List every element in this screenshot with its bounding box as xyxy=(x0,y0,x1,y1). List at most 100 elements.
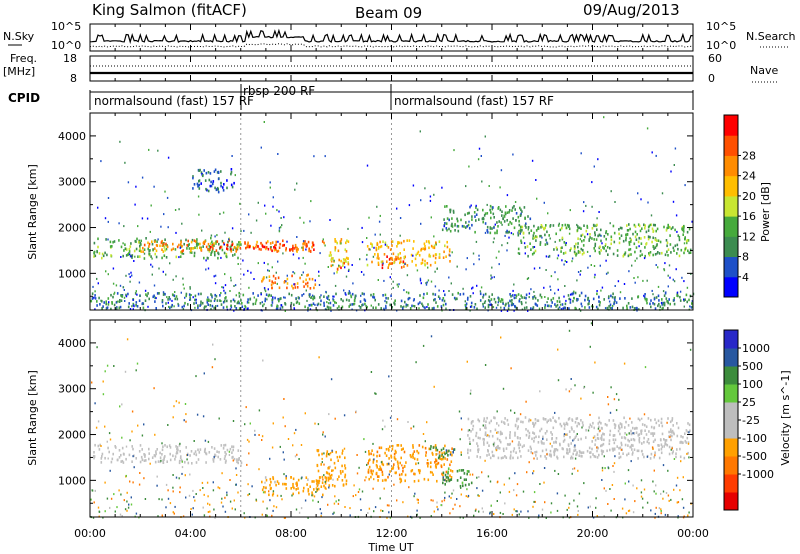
freq-label: Freq. xyxy=(10,52,37,65)
time-axis-tick-label: 00:00 xyxy=(677,527,709,540)
freq-tick-bottom: 8 xyxy=(70,72,77,85)
colorbar-swatch xyxy=(724,420,738,439)
colorbar-swatch xyxy=(724,330,738,349)
velocity-region-6 xyxy=(467,416,691,460)
colorbar-swatch xyxy=(724,276,738,298)
beam-title: Beam 09 xyxy=(355,4,422,22)
power-colorbar: 4 8 12 16 20 24 28 xyxy=(723,114,756,298)
colorbar-tick-label: -25 xyxy=(742,414,760,427)
power-region-4 xyxy=(336,261,345,271)
nave-label: Nave xyxy=(750,64,778,77)
velocity-colorbar-label: Velocity [m s^-1] xyxy=(779,370,792,465)
colorbar-swatch xyxy=(724,456,738,475)
power-region-5 xyxy=(261,273,317,290)
colorbar-swatch xyxy=(724,402,738,421)
power-plot-area xyxy=(90,113,695,312)
power-region-9 xyxy=(517,223,692,258)
noise-sky-label: N.Sky xyxy=(3,30,35,43)
colorbar-swatch xyxy=(724,348,738,367)
power-region-0 xyxy=(93,236,242,260)
power-region-6 xyxy=(366,239,451,267)
colorbar-swatch xyxy=(724,175,738,197)
y-axis-tick-label: 1000 xyxy=(58,474,86,487)
freq-tick-top: 18 xyxy=(63,52,77,65)
velocity-y-axis-label: Slant Range [km] xyxy=(26,370,39,466)
time-axis-tick-label: 08:00 xyxy=(275,527,307,540)
colorbar-tick-label: -100 xyxy=(742,432,767,445)
power-panel: 1000 2000 3000 4000 Slant Range [km] 4 8 12 16… xyxy=(26,112,772,312)
nave-tick-bottom: 0 xyxy=(708,72,715,85)
cpid-label: CPID xyxy=(8,91,40,105)
velocity-region-0 xyxy=(92,443,243,465)
power-region-2 xyxy=(209,243,315,253)
velocity-region-4 xyxy=(429,445,456,460)
colorbar-swatch xyxy=(724,256,738,278)
colorbar-tick-label: 12 xyxy=(742,230,756,243)
colorbar-swatch xyxy=(724,366,738,385)
station-title: King Salmon (fitACF) xyxy=(92,1,247,19)
time-axis-tick-label: 12:00 xyxy=(376,527,408,540)
noise-right-tick-bottom: 10^0 xyxy=(706,39,736,52)
power-region-8 xyxy=(441,204,532,235)
y-axis-tick-label: 3000 xyxy=(58,383,86,396)
time-axis-label: Time UT xyxy=(367,541,413,554)
power-region-10 xyxy=(192,168,235,194)
noise-left-tick-bottom: 10^0 xyxy=(51,39,81,52)
noise-right-tick-top: 10^5 xyxy=(706,20,736,33)
velocity-region-3 xyxy=(367,444,454,483)
colorbar-tick-label: 4 xyxy=(742,271,749,284)
colorbar-tick-label: 16 xyxy=(742,210,756,223)
velocity-colorbar-label-text: Velocity [m s^-1] xyxy=(779,370,792,465)
colorbar-swatch xyxy=(724,492,738,511)
colorbar-tick-label: 28 xyxy=(742,149,756,162)
colorbar-swatch xyxy=(724,115,738,136)
velocity-region-5 xyxy=(442,467,473,488)
velocity-colorbar: 1000 500 100 25 -25 -100 -500 -1000 xyxy=(723,329,774,511)
velocity-y-axis: 1000 2000 3000 4000 xyxy=(58,337,693,504)
colorbar-swatch xyxy=(724,384,738,403)
colorbar-tick-label: -500 xyxy=(742,450,767,463)
time-axis-tick-label: 16:00 xyxy=(476,527,508,540)
y-axis-tick-label: 3000 xyxy=(58,176,86,189)
colorbar-tick-label: 25 xyxy=(742,396,756,409)
y-axis-tick-label: 2000 xyxy=(58,429,86,442)
freq-unit-label: [MHz] xyxy=(3,65,35,78)
colorbar-swatch xyxy=(724,438,738,457)
noise-panel: N.Sky 10^5 10^0 10^5 10^0 N.Search xyxy=(3,20,796,52)
time-axis-tick-label: 20:00 xyxy=(577,527,609,540)
colorbar-swatch xyxy=(724,474,738,493)
colorbar-swatch xyxy=(724,155,738,177)
y-axis-tick-label: 4000 xyxy=(58,337,86,350)
colorbar-tick-label: 24 xyxy=(742,170,756,183)
cpid-panel: CPID normalsound (fast) 157 RF rbsp 200 … xyxy=(8,84,694,110)
power-y-axis-label: Slant Range [km] xyxy=(26,164,39,260)
noise-search-label: N.Search xyxy=(746,30,796,43)
velocity-plot-area xyxy=(90,320,692,519)
y-axis-tick-label: 1000 xyxy=(58,267,86,280)
time-axis: 00:00 04:00 08:00 12:00 16:00 20:00 00:00 xyxy=(74,24,709,540)
y-axis-tick-label: 4000 xyxy=(58,130,86,143)
time-axis-tick-label: 00:00 xyxy=(74,527,106,540)
power-region-7 xyxy=(381,255,405,270)
colorbar-tick-label: 100 xyxy=(742,378,763,391)
colorbar-swatch xyxy=(724,195,738,217)
nave-tick-top: 60 xyxy=(708,52,722,65)
power-colorbar-label: Power [dB] xyxy=(759,182,772,242)
colorbar-tick-label: 500 xyxy=(742,360,763,373)
colorbar-swatch xyxy=(724,236,738,258)
frequency-panel: Freq. [MHz] 18 8 60 0 Nave xyxy=(3,52,778,85)
noise-sky-trace xyxy=(89,28,694,45)
colorbar-swatch xyxy=(724,135,738,156)
velocity-region-2 xyxy=(316,449,348,488)
colorbar-tick-label: -1000 xyxy=(742,468,774,481)
colorbar-tick-label: 8 xyxy=(742,251,749,264)
colorbar-frame xyxy=(723,114,739,298)
velocity-region-1 xyxy=(261,475,328,497)
cpid-segment-2: rbsp 200 RF xyxy=(243,84,315,98)
noise-left-tick-top: 10^5 xyxy=(51,20,81,33)
date-title: 09/Aug/2013 xyxy=(583,1,680,19)
velocity-panel: 1000 2000 3000 4000 Slant Range [km] 1000 50… xyxy=(26,319,792,519)
colorbar-tick-label: 20 xyxy=(742,190,756,203)
colorbar-tick-label: 1000 xyxy=(742,342,770,355)
